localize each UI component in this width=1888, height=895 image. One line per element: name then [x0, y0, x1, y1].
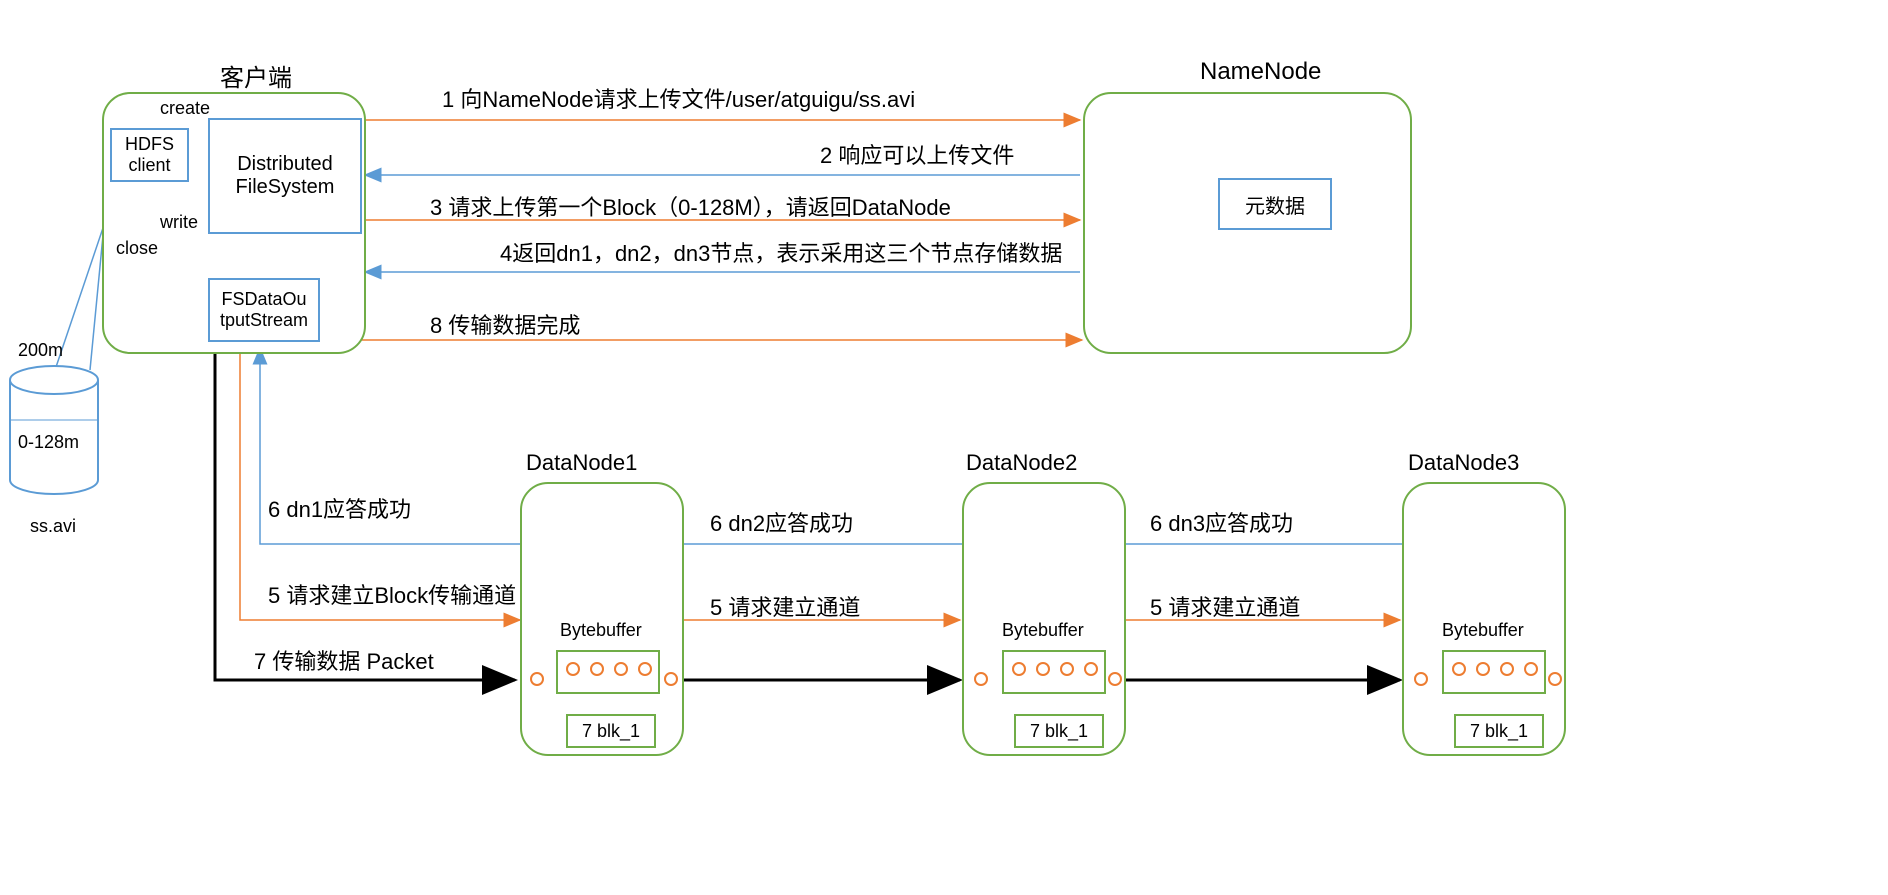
dot-icon — [664, 672, 678, 686]
dot-icon — [1548, 672, 1562, 686]
file-range-label: 0-128m — [18, 432, 79, 453]
step7-label: 7 传输数据 Packet — [254, 644, 434, 676]
dn2-bytebuffer-label: Bytebuffer — [1002, 620, 1084, 641]
dot-icon — [1060, 662, 1074, 676]
step2-label: 2 响应可以上传文件 — [820, 138, 1014, 170]
dn1-bytebuffer-label: Bytebuffer — [560, 620, 642, 641]
close-label: close — [116, 238, 158, 259]
dot-icon — [530, 672, 544, 686]
dot-icon — [1108, 672, 1122, 686]
step5b-label: 5 请求建立通道 — [710, 590, 860, 622]
dot-icon — [1500, 662, 1514, 676]
dot-icon — [1476, 662, 1490, 676]
dn3-blk-box: 7 blk_1 — [1454, 714, 1544, 748]
file-size-label: 200m — [18, 340, 63, 361]
step6b-label: 6 dn2应答成功 — [710, 506, 853, 538]
step4-label: 4返回dn1，dn2，dn3节点，表示采用这三个节点存储数据 — [500, 236, 1062, 268]
step5c-label: 5 请求建立通道 — [1150, 590, 1300, 622]
step5a-label: 5 请求建立Block传输通道 — [268, 578, 516, 610]
hdfs-client-box: HDFS client — [110, 128, 189, 182]
step8-label: 8 传输数据完成 — [430, 308, 580, 340]
dn2-blk-box: 7 blk_1 — [1014, 714, 1104, 748]
client-title: 客户端 — [220, 58, 292, 93]
step3-label: 3 请求上传第一个Block（0-128M），请返回DataNode — [430, 190, 951, 222]
namenode-title: NameNode — [1200, 58, 1321, 86]
meta-box: 元数据 — [1218, 178, 1332, 230]
file-name-label: ss.avi — [30, 516, 76, 537]
dn3-title: DataNode3 — [1408, 450, 1519, 476]
dn1-blk-box: 7 blk_1 — [566, 714, 656, 748]
dfs-box: Distributed FileSystem — [208, 118, 362, 234]
dot-icon — [590, 662, 604, 676]
dot-icon — [1524, 662, 1538, 676]
write-label: write — [160, 212, 198, 233]
dn3-bytebuffer-label: Bytebuffer — [1442, 620, 1524, 641]
dn1-title: DataNode1 — [526, 450, 637, 476]
step1-label: 1 向NameNode请求上传文件/user/atguigu/ss.avi — [442, 82, 915, 114]
dot-icon — [974, 672, 988, 686]
create-label: create — [160, 98, 210, 119]
step6a-label: 6 dn1应答成功 — [268, 492, 411, 524]
step6c-label: 6 dn3应答成功 — [1150, 506, 1293, 538]
dot-icon — [1036, 662, 1050, 676]
dot-icon — [1012, 662, 1026, 676]
dot-icon — [1452, 662, 1466, 676]
dot-icon — [1084, 662, 1098, 676]
dot-icon — [638, 662, 652, 676]
stream-box: FSDataOu tputStream — [208, 278, 320, 342]
dot-icon — [614, 662, 628, 676]
dot-icon — [566, 662, 580, 676]
dn2-title: DataNode2 — [966, 450, 1077, 476]
dot-icon — [1414, 672, 1428, 686]
